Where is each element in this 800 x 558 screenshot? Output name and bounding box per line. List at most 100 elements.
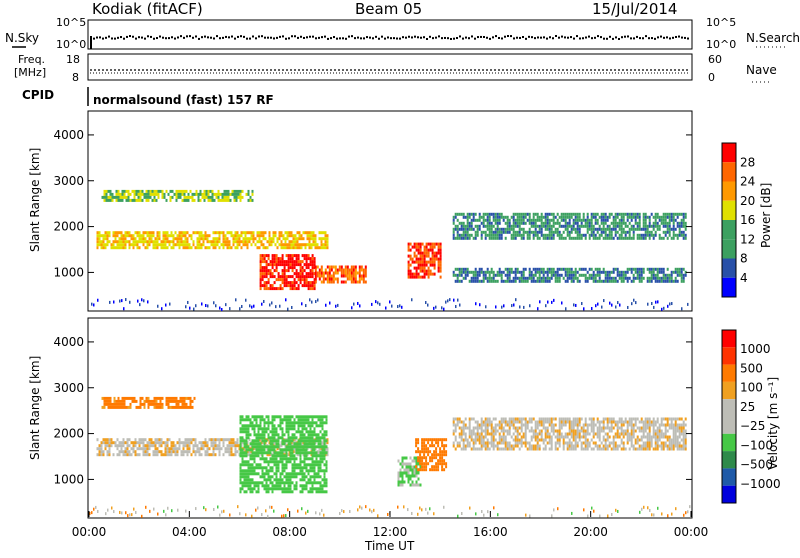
band-5-cell bbox=[493, 430, 495, 433]
nsky-point bbox=[210, 37, 212, 39]
band-1-cell bbox=[138, 190, 140, 193]
band-2-cell bbox=[278, 275, 280, 278]
nsky-point bbox=[585, 37, 587, 39]
band-0-cell bbox=[187, 243, 189, 246]
band-5-cell bbox=[645, 216, 647, 219]
band-1-cell bbox=[166, 397, 168, 400]
band-2-cell bbox=[286, 275, 288, 278]
band-4-cell bbox=[445, 450, 447, 453]
band-2-cell bbox=[276, 472, 278, 475]
band-6-cell bbox=[571, 274, 573, 277]
band-6-cell bbox=[639, 271, 641, 274]
band-2-cell bbox=[280, 287, 282, 290]
band-5-cell bbox=[463, 228, 465, 231]
band-4-cell bbox=[443, 444, 445, 447]
band-5-cell bbox=[569, 448, 571, 451]
band-0-cell bbox=[235, 231, 237, 234]
band-0-cell bbox=[181, 231, 183, 234]
band-0-cell bbox=[101, 441, 103, 444]
band-6-cell bbox=[603, 271, 605, 274]
band-5-cell bbox=[575, 418, 577, 421]
band-2-cell bbox=[310, 436, 312, 439]
noise-cell bbox=[189, 307, 191, 310]
band-4-cell bbox=[421, 441, 423, 444]
band-0-cell bbox=[139, 240, 141, 243]
band-5-cell bbox=[671, 219, 673, 222]
band-6-cell bbox=[627, 277, 629, 280]
band-5-cell bbox=[659, 219, 661, 222]
band-0-cell bbox=[147, 234, 149, 237]
band-5-cell bbox=[563, 424, 565, 427]
band-2-cell bbox=[300, 269, 302, 272]
band-0-cell bbox=[163, 243, 165, 246]
band-4-cell bbox=[423, 468, 425, 471]
band-5-cell bbox=[499, 216, 501, 219]
band-5-cell bbox=[527, 234, 529, 237]
band-6-cell bbox=[537, 280, 539, 283]
band-0-cell bbox=[177, 450, 179, 453]
band-6-cell bbox=[607, 271, 609, 274]
band-2-cell bbox=[302, 436, 304, 439]
band-4-cell bbox=[423, 447, 425, 450]
band-5-cell bbox=[535, 448, 537, 451]
band-5-cell bbox=[463, 421, 465, 424]
band-4-cell bbox=[428, 273, 430, 276]
band-5-cell bbox=[663, 213, 665, 216]
band-4-cell bbox=[420, 267, 422, 270]
power-colorbar-label: Power [dB] bbox=[759, 183, 773, 248]
band-6-cell bbox=[685, 274, 687, 277]
band-6-cell bbox=[545, 277, 547, 280]
band-5-cell bbox=[475, 433, 477, 436]
band-2-cell bbox=[314, 287, 316, 290]
band-6-cell bbox=[509, 268, 511, 271]
band-5-cell bbox=[503, 418, 505, 421]
band-2-cell bbox=[312, 490, 314, 493]
noise-cell bbox=[193, 308, 195, 311]
band-1-cell bbox=[106, 199, 108, 202]
band-5-cell bbox=[539, 216, 541, 219]
band-6-cell bbox=[569, 271, 571, 274]
band-5-cell bbox=[529, 213, 531, 216]
band-0-cell bbox=[197, 240, 199, 243]
band-2-cell bbox=[256, 445, 258, 448]
band-2-cell bbox=[296, 484, 298, 487]
band-5-cell bbox=[501, 424, 503, 427]
band-6-cell bbox=[513, 271, 515, 274]
band-2-cell bbox=[246, 448, 248, 451]
band-5-cell bbox=[533, 418, 535, 421]
band-0-cell bbox=[187, 441, 189, 444]
band-0-cell bbox=[135, 453, 137, 456]
band-4-cell bbox=[437, 465, 439, 468]
band-4-cell bbox=[410, 243, 412, 246]
band-0-cell bbox=[295, 237, 297, 240]
band-2-cell bbox=[276, 263, 278, 266]
band-5-cell bbox=[461, 222, 463, 225]
band-5-cell bbox=[683, 216, 685, 219]
band-6-cell bbox=[617, 271, 619, 274]
band-5-cell bbox=[633, 216, 635, 219]
band-0-cell bbox=[115, 234, 117, 237]
band-2-cell bbox=[288, 263, 290, 266]
band-0-cell bbox=[307, 231, 309, 234]
band-2-cell bbox=[270, 466, 272, 469]
band-4-cell bbox=[430, 273, 432, 276]
band-1-cell bbox=[162, 397, 164, 400]
band-6-cell bbox=[631, 271, 633, 274]
band-5-cell bbox=[481, 445, 483, 448]
band-2-cell bbox=[260, 418, 262, 421]
band-0-cell bbox=[229, 453, 231, 456]
band-0-cell bbox=[189, 234, 191, 237]
band-2-cell bbox=[306, 284, 308, 287]
band-5-cell bbox=[515, 445, 517, 448]
band-2-cell bbox=[250, 487, 252, 490]
band-0-cell bbox=[121, 231, 123, 234]
band-3-cell bbox=[331, 281, 333, 284]
band-2-cell bbox=[272, 475, 274, 478]
band-0-cell bbox=[193, 447, 195, 450]
band-5-cell bbox=[467, 439, 469, 442]
band-4-cell bbox=[429, 459, 431, 462]
band-6-cell bbox=[547, 271, 549, 274]
band-2-cell bbox=[274, 430, 276, 433]
band-5-cell bbox=[645, 225, 647, 228]
band-0-cell bbox=[101, 243, 103, 246]
